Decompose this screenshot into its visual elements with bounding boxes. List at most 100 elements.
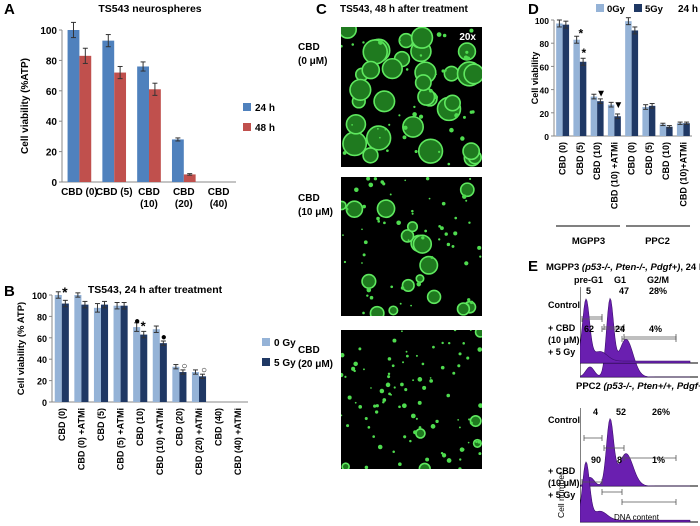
- category-label: CBD: [138, 187, 160, 198]
- neurosphere: [462, 142, 481, 161]
- cell-dot: [432, 345, 435, 349]
- category-label: (10): [140, 199, 158, 210]
- cell-dot: [398, 405, 401, 409]
- cell-dot: [430, 255, 434, 259]
- cell-dot: [390, 285, 394, 289]
- y-tick-label: 100: [32, 291, 47, 301]
- hist-label-2: Control: [548, 415, 580, 425]
- cell-dot: [377, 444, 383, 450]
- neurosphere: [415, 428, 426, 439]
- micro-image-20um: [341, 330, 482, 469]
- panel-label-d: D: [528, 1, 539, 18]
- cell-dot: [358, 347, 362, 351]
- bar: [140, 334, 148, 402]
- cell-dot: [393, 386, 396, 389]
- hist-label-3-l1: + CBD: [548, 466, 576, 476]
- cell-dot: [468, 418, 471, 421]
- neurosphere: [426, 289, 442, 305]
- cell-dot: [379, 136, 381, 139]
- cell-dot: [347, 395, 352, 400]
- legend-label: 0Gy: [607, 4, 626, 15]
- cell-dot: [464, 261, 469, 266]
- hist-label-1-l1: + CBD: [548, 323, 576, 333]
- cell-dot: [460, 136, 465, 141]
- y-tick-label: 40: [46, 117, 58, 128]
- neurosphere: [417, 138, 444, 164]
- hist-0-g2m: 28%: [649, 286, 668, 296]
- cell-dot: [424, 229, 428, 233]
- cell-dot: [362, 204, 366, 209]
- bar: [93, 307, 101, 402]
- hist-xlabel: DNA content: [614, 513, 659, 522]
- bar: [642, 107, 649, 136]
- bar: [607, 104, 615, 136]
- cell-dot: [425, 177, 430, 181]
- bar: [614, 116, 621, 136]
- bar: [133, 327, 141, 402]
- cell-dot: [440, 365, 445, 370]
- hist-0-preg1: 5: [586, 286, 592, 296]
- cell-dot: [478, 403, 482, 409]
- cell-dot: [341, 44, 343, 48]
- cell-dot: [412, 379, 415, 382]
- bar: [683, 123, 690, 136]
- cell-dot: [373, 404, 377, 408]
- cell-dot: [458, 352, 462, 356]
- bar: [171, 139, 184, 182]
- category-label: CBD (5): [96, 187, 133, 198]
- category-label: (40): [210, 199, 228, 210]
- cell-dot: [403, 125, 408, 130]
- y-axis-label: Cell viability (% ATP): [16, 302, 27, 395]
- category-label: CBD (10)+ATMi: [678, 142, 688, 207]
- neurosphere: [376, 199, 396, 219]
- group-label-ppc2: PPC2: [645, 236, 670, 247]
- cell-dot: [402, 361, 405, 364]
- annotation-triangle: ▼: [596, 89, 606, 100]
- cell-dot: [398, 462, 402, 467]
- cell-dot: [362, 253, 366, 257]
- bar: [113, 305, 121, 402]
- cell-dot: [441, 69, 445, 73]
- cell-dot: [390, 393, 392, 396]
- cell-dot: [469, 28, 474, 33]
- cell-dot: [364, 465, 369, 469]
- cell-dot: [366, 287, 372, 293]
- bar: [137, 66, 149, 182]
- chart-b: TS543, 24 h after treatment Cell viabilit…: [16, 284, 296, 475]
- panel-e-subtitle: PPC2 (p53-/-, Pten+/+, Pdgf+): [576, 381, 700, 392]
- cell-dot: [344, 375, 347, 378]
- cell-dot: [388, 123, 391, 126]
- cell-dot: [441, 201, 446, 206]
- neurosphere: [398, 32, 414, 49]
- cell-dot: [409, 439, 412, 443]
- cell-dot: [351, 123, 353, 126]
- bar: [61, 303, 69, 402]
- bar: [54, 295, 62, 402]
- cell-dot: [382, 401, 385, 404]
- cell-dot: [429, 379, 433, 383]
- cell-dot: [375, 404, 379, 408]
- cell-dot: [417, 400, 422, 405]
- cell-dot: [454, 216, 458, 220]
- bar: [183, 174, 196, 182]
- cell-dot: [389, 193, 392, 196]
- category-label: CBD (0) +ATMi: [76, 408, 86, 470]
- cell-dot: [358, 404, 363, 409]
- bar: [120, 305, 128, 402]
- neurosphere: [412, 234, 433, 254]
- neurosphere: [415, 274, 425, 284]
- neurosphere: [341, 27, 357, 39]
- cell-dot: [447, 162, 451, 166]
- cell-dot: [417, 377, 423, 382]
- cell-dot: [363, 368, 365, 371]
- cell-dot: [398, 39, 401, 42]
- legend-label: 48 h: [255, 123, 275, 134]
- category-label: CBD (0): [627, 142, 637, 175]
- neurosphere: [406, 221, 419, 233]
- y-tick-label: 80: [46, 56, 58, 67]
- cell-dot: [467, 298, 471, 302]
- category-label: CBD (10): [592, 142, 602, 180]
- annotation-circle: ○: [181, 361, 187, 372]
- cell-dot: [438, 150, 441, 153]
- cell-dot: [419, 54, 423, 57]
